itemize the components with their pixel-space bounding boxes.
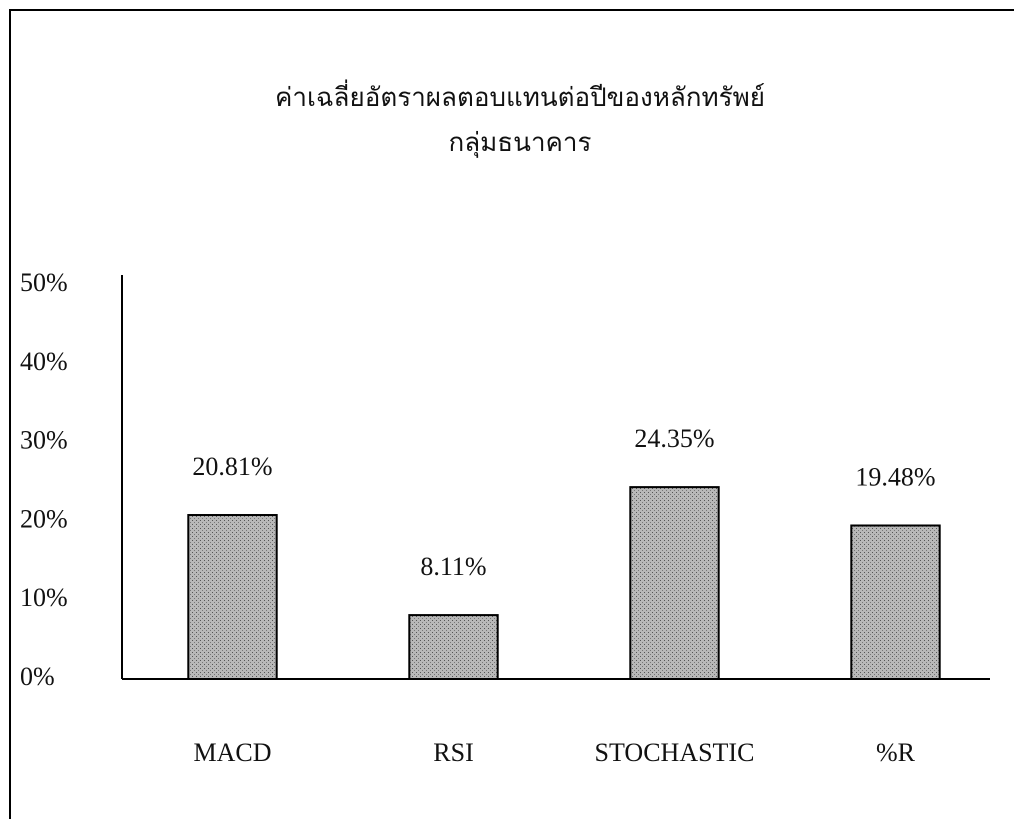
value-label: 24.35%: [634, 424, 714, 453]
x-tick-label: MACD: [193, 738, 271, 767]
x-tick-label: STOCHASTIC: [595, 738, 755, 767]
chart: ค่าเฉลี่ยอัตราผลตอบแทนต่อปีของหลักทรัพย์…: [0, 0, 1014, 819]
y-tick-label: 40%: [20, 347, 68, 376]
value-label: 20.81%: [192, 452, 272, 481]
bar: [188, 515, 276, 679]
y-tick-label: 50%: [20, 268, 68, 297]
bar: [851, 525, 939, 679]
bar: [630, 487, 718, 679]
chart-title: ค่าเฉลี่ยอัตราผลตอบแทนต่อปีของหลักทรัพย์: [275, 79, 765, 112]
y-tick-label: 20%: [20, 504, 68, 533]
y-tick-label: 0%: [20, 662, 55, 691]
bar: [409, 615, 497, 679]
x-tick-label: RSI: [433, 738, 473, 767]
y-tick-label: 30%: [20, 426, 68, 455]
value-label: 19.48%: [855, 462, 935, 491]
x-tick-label: %R: [876, 738, 916, 767]
chart-subtitle: กลุ่มธนาคาร: [448, 128, 591, 158]
value-label: 8.11%: [420, 552, 486, 581]
y-tick-label: 10%: [20, 583, 68, 612]
